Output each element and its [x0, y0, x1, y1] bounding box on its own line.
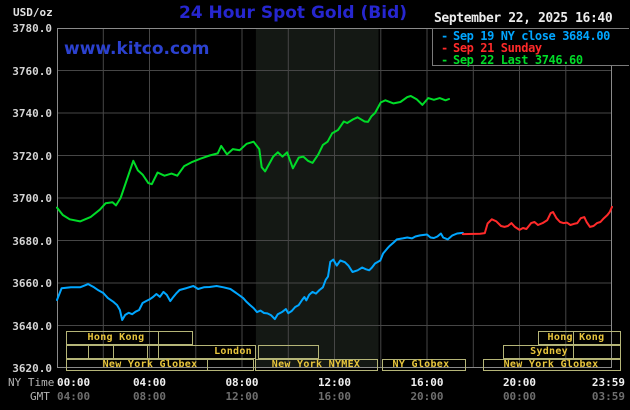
- y-tick-label: 3620.0: [12, 362, 52, 375]
- x-axis-caption-gmt: GMT: [30, 390, 50, 403]
- y-tick-label: 3680.0: [12, 234, 52, 248]
- session-box: [483, 359, 621, 371]
- chart-datetime: September 22, 2025 16:40: [434, 11, 613, 26]
- legend: - Sep 19 NY close 3684.00- Sep 21 Sunday - S…: [432, 28, 629, 66]
- session-box: [207, 359, 254, 371]
- chart-title: 24 Hour Spot Gold (Bid): [178, 3, 408, 23]
- x-tick-label: 08:00: [225, 376, 259, 389]
- x-tick-label: 16:00: [410, 376, 444, 389]
- plot-frame: [57, 28, 612, 368]
- legend-item-label: Sep 21 Sunday: [453, 41, 542, 55]
- y-axis-units-label: USD/oz: [13, 6, 53, 19]
- session-box: [158, 345, 256, 359]
- session-box: [255, 359, 378, 371]
- session-label-hong-kong: Hong Kong: [547, 332, 605, 343]
- series-line: [461, 205, 613, 236]
- session-label-hong-kong: Hong Kong: [87, 332, 145, 343]
- session-box: [573, 345, 621, 359]
- legend-dash-icon: -: [441, 29, 448, 43]
- session-box: [158, 331, 193, 345]
- x-tick-label: 12:00: [317, 376, 352, 389]
- session-label-new-york-nymex: New York NYMEX: [271, 359, 361, 370]
- session-box: [573, 331, 621, 345]
- x-tick-label: 16:00: [317, 390, 352, 403]
- x-tick-label: 03:59: [591, 390, 625, 403]
- x-tick-label: 08:00: [132, 390, 167, 403]
- legend-item-label: Sep 19 NY close 3684.00: [453, 29, 610, 43]
- session-label-london: London: [214, 346, 252, 357]
- y-tick-label: 3760.0: [12, 64, 52, 78]
- legend-item: - Sep 22 Last 3746.60: [433, 54, 629, 66]
- x-tick-label: 00:00: [57, 376, 91, 389]
- x-tick-label: 20:00: [410, 390, 444, 403]
- session-box: [88, 345, 114, 359]
- y-tick-label: 3660.0: [12, 277, 52, 290]
- session-label-ny-globex: NY Globex: [392, 359, 450, 370]
- legend-item-label: Sep 22 Last 3746.60: [453, 53, 583, 67]
- legend-item: - Sep 19 NY close 3684.00: [433, 30, 629, 42]
- y-tick-label: 3700.0: [12, 192, 52, 205]
- session-label-sydney: Sydney: [530, 346, 568, 357]
- x-tick-label: 20:00: [502, 376, 537, 389]
- session-label-new-york-globex: New York Globex: [102, 359, 198, 370]
- kitco-watermark-link[interactable]: www.kitco.com: [64, 39, 210, 59]
- legend-item: - Sep 21 Sunday: [433, 42, 629, 54]
- y-tick-label: 3740.0: [12, 107, 52, 120]
- session-box: [66, 345, 89, 359]
- legend-dash-icon: -: [441, 41, 448, 55]
- x-tick-label: 23:59: [591, 376, 625, 389]
- session-label-new-york-globex: New York Globex: [503, 359, 599, 370]
- series-line: [56, 95, 450, 223]
- x-tick-label: 12:00: [225, 390, 259, 403]
- x-tick-label: 04:00: [57, 390, 91, 403]
- x-axis-caption-ny-time: NY Time: [8, 376, 55, 389]
- y-tick-label: 3640.0: [12, 319, 52, 333]
- y-tick-label: 3780.0: [12, 22, 52, 35]
- x-tick-label: 04:00: [132, 376, 167, 389]
- x-tick-label: 00:00: [502, 390, 537, 403]
- series-line: [56, 231, 464, 321]
- legend-dash-icon: -: [441, 53, 448, 67]
- session-box: [382, 359, 466, 371]
- y-tick-label: 3720.0: [12, 149, 52, 163]
- session-box: [258, 345, 319, 359]
